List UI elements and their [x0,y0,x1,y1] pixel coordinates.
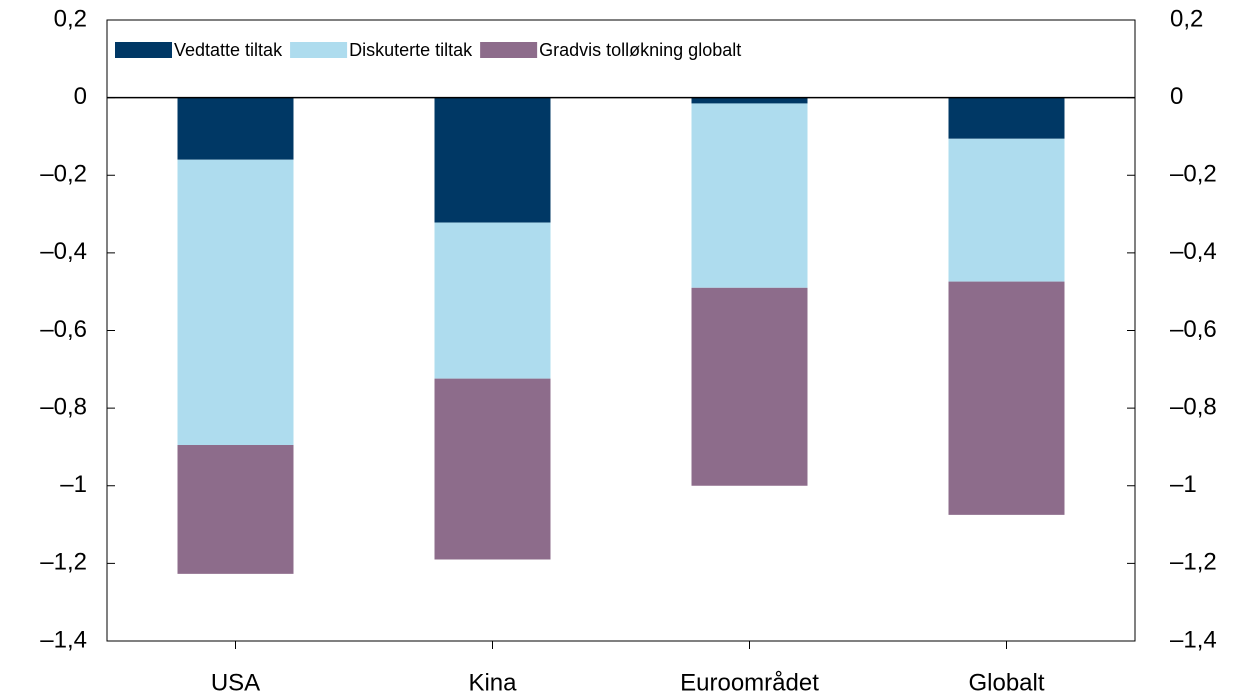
bar-segment [177,97,294,160]
y-tick-label: –1,4 [40,626,87,653]
y2-tick-label: –0,6 [1170,316,1217,343]
bar-segment [691,103,808,288]
y-tick-label: –0,6 [40,316,87,343]
bar-segment [434,222,551,379]
y2-tick-label: 0,2 [1170,5,1203,32]
y2-tick-label: –1 [1170,471,1197,498]
legend-swatch [115,42,172,58]
x-tick-label: USA [211,669,260,696]
bar-segment [434,378,551,560]
x-tick-label: Globalt [968,669,1044,696]
bar-segment [948,281,1065,515]
y2-tick-label: –0,8 [1170,393,1217,420]
bar-segment [177,444,294,574]
bar-segment [948,97,1065,139]
y-tick-label: –0,2 [40,161,87,188]
y-tick-label: –0,4 [40,238,87,265]
y2-tick-label: –1,2 [1170,549,1217,576]
legend-label: Vedtatte tiltak [174,40,283,60]
y-tick-label: –1 [60,471,87,498]
x-tick-label: Euroområdet [680,669,819,696]
y-tick-label: 0,2 [54,5,87,32]
y2-tick-label: –0,2 [1170,161,1217,188]
y-tick-label: –0,8 [40,393,87,420]
legend-swatch [480,42,538,58]
y-tick-label: 0 [74,83,87,110]
bar-segment [691,97,808,104]
plot-frame [106,19,1136,642]
y2-tick-label: –1,4 [1170,626,1217,653]
legend-swatch [290,42,348,58]
bar-segment [434,97,551,223]
x-tick-label: Kina [468,669,517,696]
bar-segment [691,287,808,486]
y2-tick-label: 0 [1170,83,1183,110]
legend-label: Gradvis tolløkning globalt [539,40,741,60]
legend-label: Diskuterte tiltak [349,40,473,60]
y2-tick-label: –0,4 [1170,238,1217,265]
y-tick-label: –1,2 [40,549,87,576]
bar-segment [177,159,294,445]
bar-segment [948,138,1065,282]
